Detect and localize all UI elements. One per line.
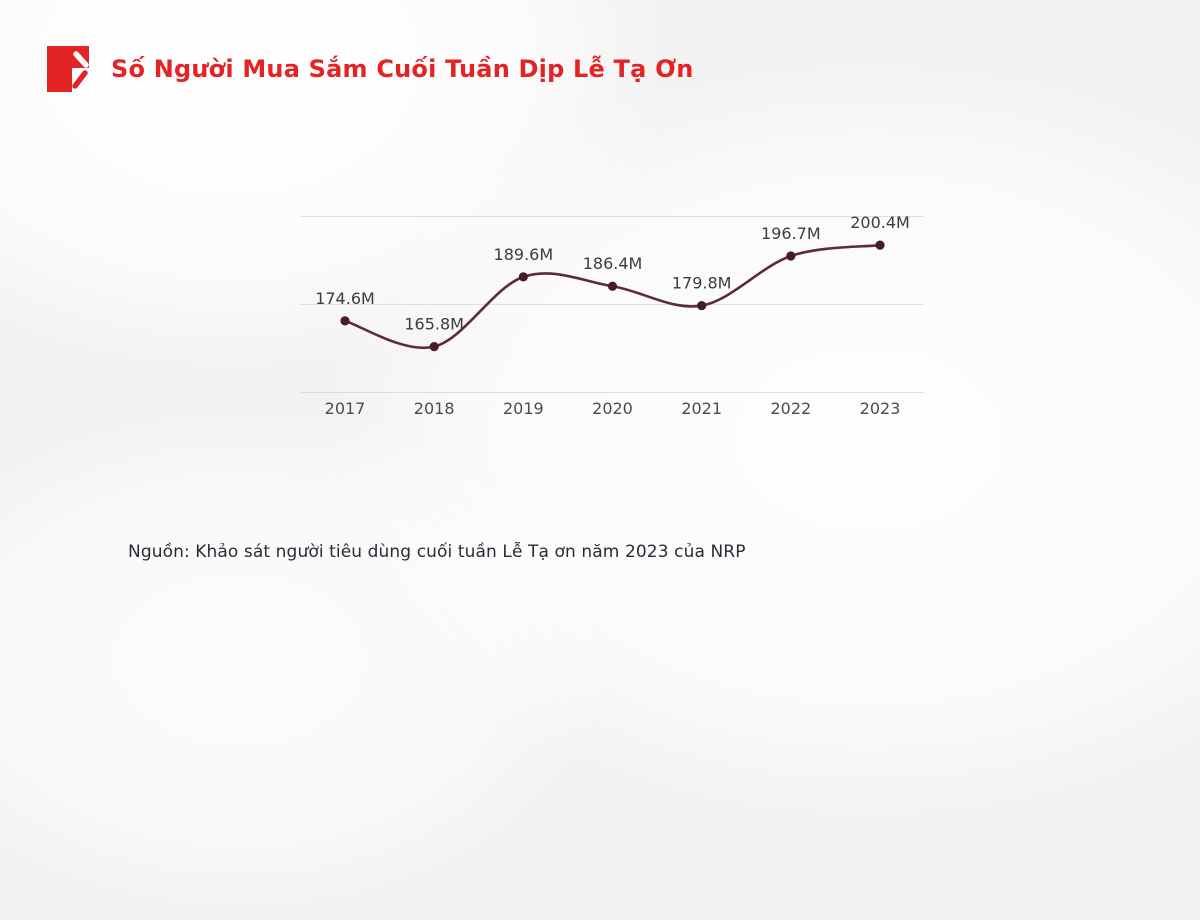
- gridline: [300, 392, 924, 393]
- gridline: [300, 216, 924, 217]
- x-axis-label: 2019: [503, 399, 544, 418]
- line-chart: 174.6M 2017 165.8M 2018 189.6M 2019 186.4M 2020…: [300, 213, 924, 418]
- x-axis-label: 2023: [860, 399, 901, 418]
- data-point-label: 200.4M: [850, 213, 910, 232]
- data-point-label: 179.8M: [672, 274, 732, 293]
- data-point-label: 189.6M: [494, 245, 554, 264]
- source-note: Nguồn: Khảo sát người tiêu dùng cuối tuầ…: [128, 542, 746, 562]
- data-point: [518, 272, 528, 282]
- data-point: [429, 342, 439, 352]
- x-axis-label: 2018: [414, 399, 455, 418]
- page-title: Số Người Mua Sắm Cuối Tuần Dịp Lễ Tạ Ơn: [111, 55, 694, 83]
- data-point-label: 165.8M: [404, 315, 464, 334]
- brand-logo-icon: [47, 46, 89, 92]
- data-point-label: 186.4M: [583, 254, 643, 273]
- x-axis-label: 2017: [325, 399, 366, 418]
- data-point: [786, 251, 796, 261]
- x-axis-label: 2020: [592, 399, 633, 418]
- gridline: [300, 304, 924, 305]
- data-point-label: 174.6M: [315, 289, 375, 308]
- data-point-label: 196.7M: [761, 224, 821, 243]
- x-axis-label: 2022: [770, 399, 811, 418]
- data-point: [697, 300, 707, 311]
- header: Số Người Mua Sắm Cuối Tuần Dịp Lễ Tạ Ơn: [47, 46, 694, 92]
- chart-canvas: 174.6M 2017 165.8M 2018 189.6M 2019 186.4M 2020…: [315, 213, 910, 418]
- data-point: [607, 281, 618, 291]
- data-point: [875, 240, 885, 250]
- data-point: [340, 316, 350, 326]
- x-axis-label: 2021: [681, 399, 722, 418]
